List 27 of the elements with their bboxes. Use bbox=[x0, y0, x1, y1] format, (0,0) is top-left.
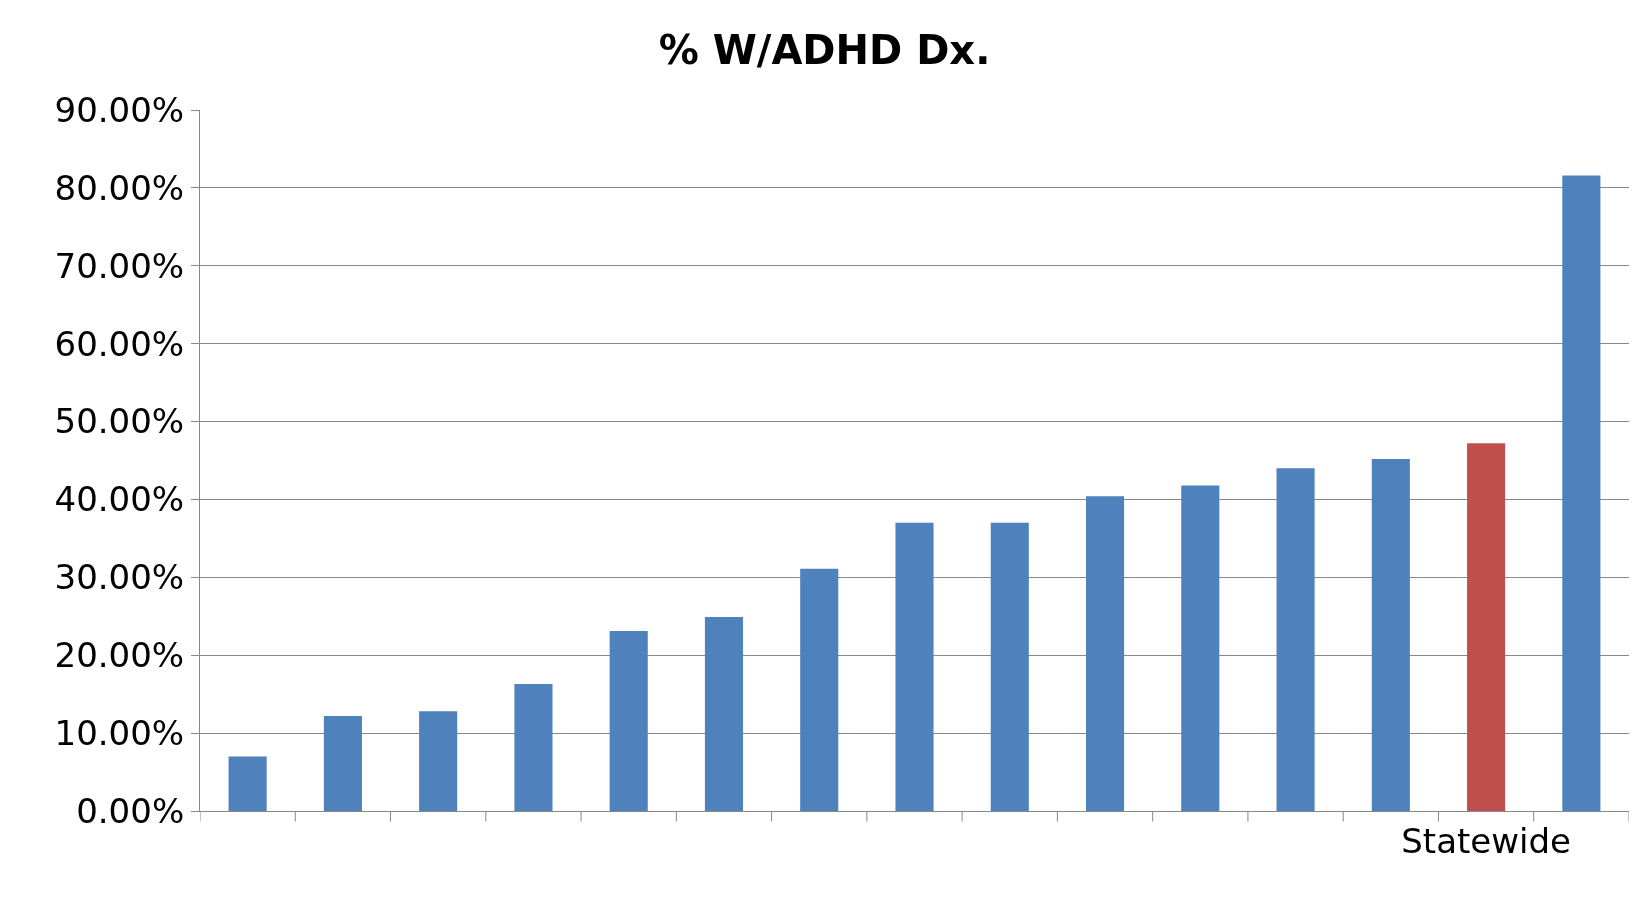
bar bbox=[800, 568, 839, 811]
bar bbox=[514, 684, 553, 811]
bar bbox=[1562, 175, 1601, 811]
y-tick-label: 0.00% bbox=[76, 790, 185, 831]
y-tick-label: 60.00% bbox=[54, 323, 185, 364]
bar bbox=[228, 756, 267, 811]
bar bbox=[1467, 443, 1506, 811]
bar bbox=[1181, 485, 1220, 811]
y-tick-label: 80.00% bbox=[54, 167, 185, 208]
bar bbox=[323, 715, 362, 811]
x-tick-label: Statewide bbox=[1401, 820, 1571, 861]
y-tick-label: 30.00% bbox=[54, 557, 185, 598]
chart-title: % W/ADHD Dx. bbox=[658, 27, 991, 74]
y-tick-label: 70.00% bbox=[54, 245, 185, 286]
bar bbox=[990, 522, 1029, 811]
y-tick-label: 90.00% bbox=[54, 89, 185, 130]
y-tick-label: 10.00% bbox=[54, 713, 185, 754]
y-tick-label: 50.00% bbox=[54, 401, 185, 442]
bar bbox=[1276, 468, 1315, 811]
bar bbox=[1371, 458, 1410, 811]
bar bbox=[1085, 496, 1125, 811]
bar bbox=[609, 631, 648, 811]
bar bbox=[704, 617, 744, 811]
y-tick-label: 20.00% bbox=[54, 635, 185, 676]
bar bbox=[419, 711, 458, 811]
y-tick-label: 40.00% bbox=[54, 479, 185, 520]
bar bbox=[895, 522, 934, 811]
